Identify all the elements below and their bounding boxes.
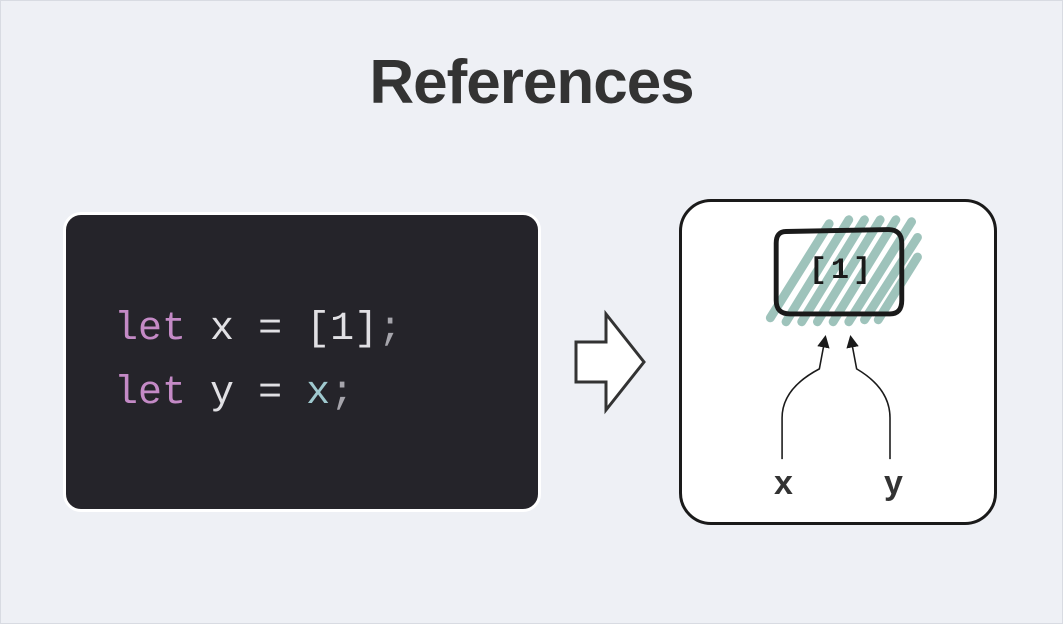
semicolon: ; <box>330 371 354 416</box>
arrow-icon <box>569 302 651 422</box>
code-block: let x = [1]; let y = x; <box>63 212 541 512</box>
var-x-label: x <box>774 464 793 503</box>
memory-value-label: [1] <box>778 254 906 288</box>
identifier-x: x <box>210 307 234 352</box>
content-row: let x = [1]; let y = x; <box>63 197 1000 527</box>
bracket-open: [ <box>306 307 330 352</box>
keyword-let: let <box>114 307 186 352</box>
code-line-2: let y = x; <box>114 362 490 426</box>
op-eq: = <box>258 371 282 416</box>
semicolon: ; <box>378 307 402 352</box>
memory-diagram: [1] x y <box>679 199 997 525</box>
var-y-label: y <box>884 464 903 503</box>
keyword-let: let <box>114 371 186 416</box>
pointer-y <box>851 337 890 459</box>
number-1: 1 <box>330 307 354 352</box>
pointer-x <box>782 337 825 459</box>
code-line-1: let x = [1]; <box>114 298 490 362</box>
page-title: References <box>1 47 1062 118</box>
identifier-x-ref: x <box>306 371 330 416</box>
bracket-close: ] <box>354 307 378 352</box>
identifier-y: y <box>210 371 234 416</box>
op-eq: = <box>258 307 282 352</box>
